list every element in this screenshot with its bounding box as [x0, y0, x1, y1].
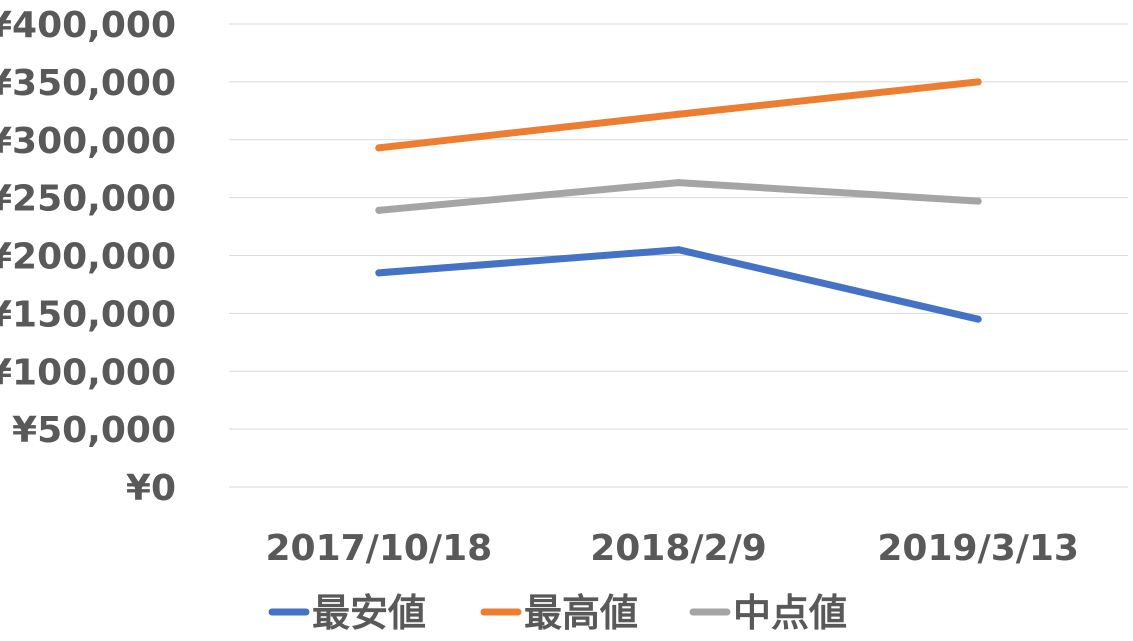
data-point	[974, 78, 982, 86]
data-point	[675, 179, 682, 187]
y-axis: ¥0 ¥50,000 ¥100,000 ¥150,000 ¥200,000 ¥250,00…	[0, 5, 176, 509]
data-point	[974, 315, 982, 323]
series-line-2	[375, 179, 982, 214]
series-lines	[375, 78, 982, 323]
gridlines	[229, 23, 1128, 488]
y-tick-label: ¥50,000	[12, 410, 176, 451]
x-tick-label: 2019/3/13	[877, 528, 1079, 569]
y-tick-label: ¥150,000	[0, 294, 176, 335]
x-axis: 2017/10/18 2018/2/9 2019/3/13	[265, 528, 1078, 569]
y-tick-label: ¥300,000	[0, 121, 176, 162]
legend: 最安値 最高値 中点値	[268, 591, 847, 635]
x-tick-label: 2018/2/9	[590, 528, 767, 569]
data-point	[974, 197, 982, 205]
data-point	[675, 110, 682, 118]
legend-label: 中点値	[733, 591, 847, 635]
legend-label: 最安値	[312, 591, 426, 635]
series-line-0	[375, 246, 982, 323]
data-point	[375, 144, 383, 152]
y-tick-label: ¥200,000	[0, 237, 176, 278]
y-tick-label: ¥100,000	[0, 352, 176, 393]
data-point	[675, 246, 682, 254]
legend-label: 最高値	[524, 591, 638, 635]
y-tick-label: ¥0	[126, 468, 176, 509]
y-tick-label: ¥250,000	[0, 179, 176, 220]
y-tick-label: ¥350,000	[0, 63, 176, 104]
data-point	[375, 269, 383, 277]
data-point	[375, 206, 383, 214]
x-tick-label: 2017/10/18	[265, 528, 492, 569]
y-tick-label: ¥400,000	[0, 5, 176, 46]
